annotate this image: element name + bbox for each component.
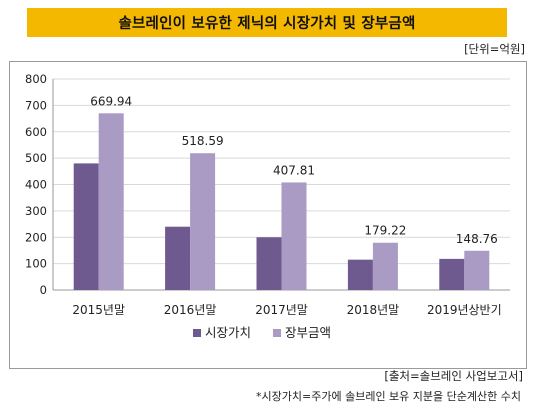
market-value-bar xyxy=(347,259,373,290)
book-value-bar xyxy=(190,153,216,290)
y-tick-label: 100 xyxy=(25,257,47,271)
unit-note: [단위=억원] xyxy=(464,42,525,56)
book-value-data-label: 518.59 xyxy=(182,134,224,148)
chart-title-bar: 솔브레인이 보유한 제닉의 시장가치 및 장부금액 xyxy=(27,8,507,37)
x-tick-label: 2019년상반기 xyxy=(427,303,502,317)
legend-label: 시장가치 xyxy=(205,325,251,340)
footnote: *시장가치=주가에 솔브레인 보유 지분을 단순계산한 수치 xyxy=(256,390,521,403)
market-value-bar xyxy=(165,226,191,290)
market-value-bar xyxy=(256,237,282,290)
book-value-data-label: 407.81 xyxy=(273,163,315,177)
y-tick-label: 800 xyxy=(25,72,47,86)
book-value-data-label: 669.94 xyxy=(90,94,132,108)
y-tick-label: 0 xyxy=(40,283,47,297)
legend-swatch-market xyxy=(193,329,201,337)
y-tick-label: 400 xyxy=(25,178,47,192)
book-value-data-label: 179.22 xyxy=(364,224,406,238)
y-tick-label: 600 xyxy=(25,125,47,139)
y-tick-label: 200 xyxy=(25,230,47,244)
book-value-data-label: 148.76 xyxy=(456,232,498,246)
x-tick-label: 2015년말 xyxy=(72,303,125,317)
book-value-bar xyxy=(464,250,490,290)
book-value-bar xyxy=(98,113,124,290)
x-tick-label: 2017년말 xyxy=(255,303,308,317)
bar-chart: 0 100 200 300 400 500 600 700 800 669.94 2015년말 518… xyxy=(25,72,510,340)
y-tick-label: 300 xyxy=(25,204,47,218)
chart-title: 솔브레인이 보유한 제닉의 시장가치 및 장부금액 xyxy=(118,16,416,32)
y-tick-label: 500 xyxy=(25,151,47,165)
market-value-bar xyxy=(439,258,465,290)
legend-swatch-book xyxy=(273,329,281,337)
x-tick-label: 2018년말 xyxy=(347,303,400,317)
chart-area: 0 100 200 300 400 500 600 700 800 669.94 2015년말 518… xyxy=(9,61,527,369)
y-tick-label: 700 xyxy=(25,98,47,112)
legend-label: 장부금액 xyxy=(285,325,331,340)
market-value-bar xyxy=(73,163,99,290)
source-note: [출처=솔브레인 사업보고서] xyxy=(384,369,523,383)
book-value-bar xyxy=(372,242,398,290)
book-value-bar xyxy=(281,182,307,290)
x-tick-label: 2016년말 xyxy=(164,303,217,317)
